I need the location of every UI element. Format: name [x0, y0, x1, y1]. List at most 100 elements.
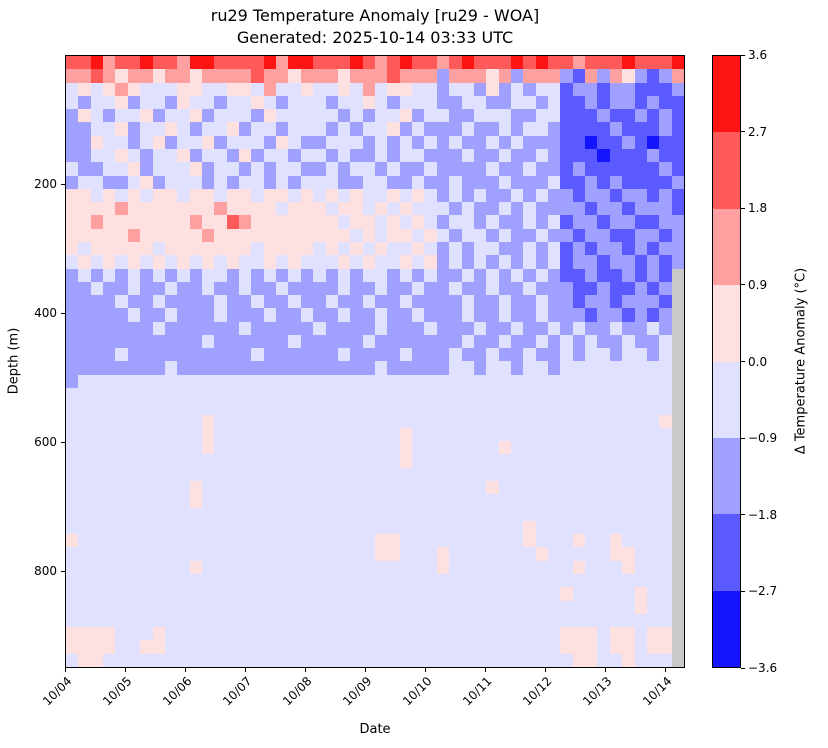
heatmap-cell — [498, 148, 511, 163]
heatmap-cell — [597, 573, 610, 588]
heatmap-cell — [548, 481, 561, 495]
heatmap-cell — [251, 148, 264, 163]
heatmap-cell — [510, 374, 524, 389]
heatmap-cell — [201, 640, 215, 654]
heatmap-cell — [609, 56, 623, 70]
heatmap-cell — [424, 202, 437, 216]
heatmap-cell — [251, 175, 264, 189]
heatmap-cell — [510, 321, 524, 335]
heatmap-cell — [251, 56, 264, 70]
heatmap-cell — [486, 454, 499, 468]
heatmap-cell — [399, 481, 413, 495]
heatmap-cell — [362, 295, 375, 309]
heatmap-cell — [597, 281, 610, 296]
heatmap-cell — [412, 613, 425, 628]
heatmap-cell — [510, 640, 524, 654]
heatmap-cell — [671, 534, 684, 548]
heatmap-cell — [350, 95, 363, 110]
heatmap-cell — [325, 109, 338, 123]
heatmap-cell — [585, 255, 598, 269]
heatmap-cell — [634, 441, 647, 455]
heatmap-cell — [325, 600, 338, 614]
x-tick-label: 10/08 — [280, 674, 315, 709]
heatmap-cell — [201, 175, 215, 189]
heatmap-cell — [313, 228, 326, 242]
heatmap-cell — [127, 600, 141, 614]
heatmap-cell — [671, 361, 684, 375]
heatmap-cell — [609, 573, 623, 588]
heatmap-cell — [362, 148, 375, 163]
heatmap-cell — [164, 361, 178, 375]
heatmap-cell — [214, 427, 227, 442]
heatmap-cell — [276, 334, 289, 349]
heatmap-cell — [609, 95, 623, 110]
heatmap-cell — [387, 494, 400, 508]
heatmap-cell — [337, 308, 351, 322]
heatmap-cell — [350, 401, 363, 415]
heatmap-cell — [659, 427, 672, 442]
heatmap-cell — [548, 467, 561, 481]
heatmap-cell — [424, 348, 437, 362]
heatmap-cell — [201, 441, 215, 455]
heatmap-cell — [449, 507, 462, 521]
heatmap-cell — [449, 241, 462, 256]
heatmap-cell — [535, 255, 549, 269]
heatmap-cell — [424, 560, 437, 574]
heatmap-cell — [473, 241, 487, 256]
heatmap-cell — [548, 427, 561, 442]
heatmap-cell — [325, 215, 338, 229]
heatmap-cell — [548, 653, 561, 667]
colorbar-tick-mark — [741, 437, 745, 439]
heatmap-cell — [572, 481, 586, 495]
heatmap-cell — [597, 228, 610, 242]
heatmap-cell — [387, 228, 400, 242]
heatmap-cell — [523, 547, 536, 561]
heatmap-cell — [177, 69, 190, 83]
heatmap-cell — [214, 640, 227, 654]
heatmap-cell — [78, 600, 91, 614]
heatmap-cell — [609, 122, 623, 136]
heatmap-cell — [597, 560, 610, 574]
heatmap-cell — [510, 454, 524, 468]
heatmap-cell — [177, 520, 190, 535]
heatmap-cell — [523, 334, 536, 349]
heatmap-cell — [659, 507, 672, 521]
heatmap-cell — [659, 268, 672, 282]
heatmap-cell — [646, 295, 660, 309]
heatmap-cell — [412, 441, 425, 455]
heatmap-cell — [226, 388, 240, 402]
heatmap-cell — [510, 95, 524, 110]
heatmap-cell — [634, 414, 647, 428]
heatmap-cell — [449, 175, 462, 189]
heatmap-cell — [263, 82, 277, 96]
heatmap-cell — [127, 95, 141, 110]
heatmap-cell — [362, 600, 375, 614]
heatmap-cell — [189, 388, 202, 402]
heatmap-cell — [66, 441, 79, 455]
heatmap-cell — [424, 162, 437, 176]
heatmap-cell — [374, 427, 388, 442]
heatmap-cell — [659, 547, 672, 561]
heatmap-cell — [115, 122, 128, 136]
heatmap-cell — [251, 308, 264, 322]
heatmap-cell — [461, 441, 474, 455]
heatmap-cell — [399, 162, 413, 176]
heatmap-cell — [374, 135, 388, 149]
heatmap-cell — [78, 374, 91, 389]
heatmap-cell — [337, 122, 351, 136]
heatmap-cell — [646, 401, 660, 415]
heatmap-cell — [276, 268, 289, 282]
heatmap-cell — [634, 361, 647, 375]
heatmap-cell — [646, 467, 660, 481]
heatmap-cell — [560, 228, 573, 242]
heatmap-cell — [510, 162, 524, 176]
heatmap-cell — [622, 321, 635, 335]
heatmap-cell — [263, 135, 277, 149]
heatmap-cell — [399, 573, 413, 588]
heatmap-cell — [622, 215, 635, 229]
colorbar-band — [713, 285, 740, 362]
heatmap-cell — [622, 268, 635, 282]
heatmap-cell — [90, 295, 104, 309]
heatmap-cell — [288, 441, 301, 455]
heatmap-cell — [313, 321, 326, 335]
